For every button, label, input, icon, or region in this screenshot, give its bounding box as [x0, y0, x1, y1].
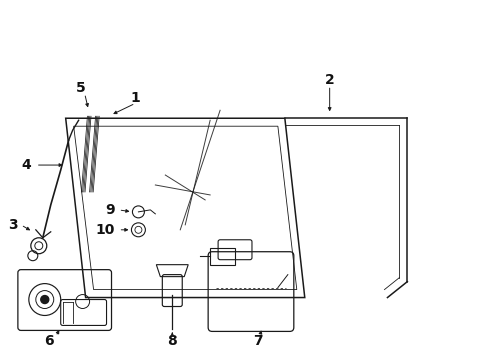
Text: 9: 9	[106, 203, 115, 217]
Circle shape	[41, 296, 49, 303]
Text: 1: 1	[130, 91, 140, 105]
Text: 3: 3	[8, 218, 18, 232]
Text: 8: 8	[168, 334, 177, 348]
Text: 4: 4	[21, 158, 31, 172]
Text: 10: 10	[96, 223, 115, 237]
Text: 6: 6	[44, 334, 53, 348]
Text: 5: 5	[76, 81, 86, 95]
Text: 2: 2	[325, 73, 335, 87]
Text: 7: 7	[253, 334, 263, 348]
